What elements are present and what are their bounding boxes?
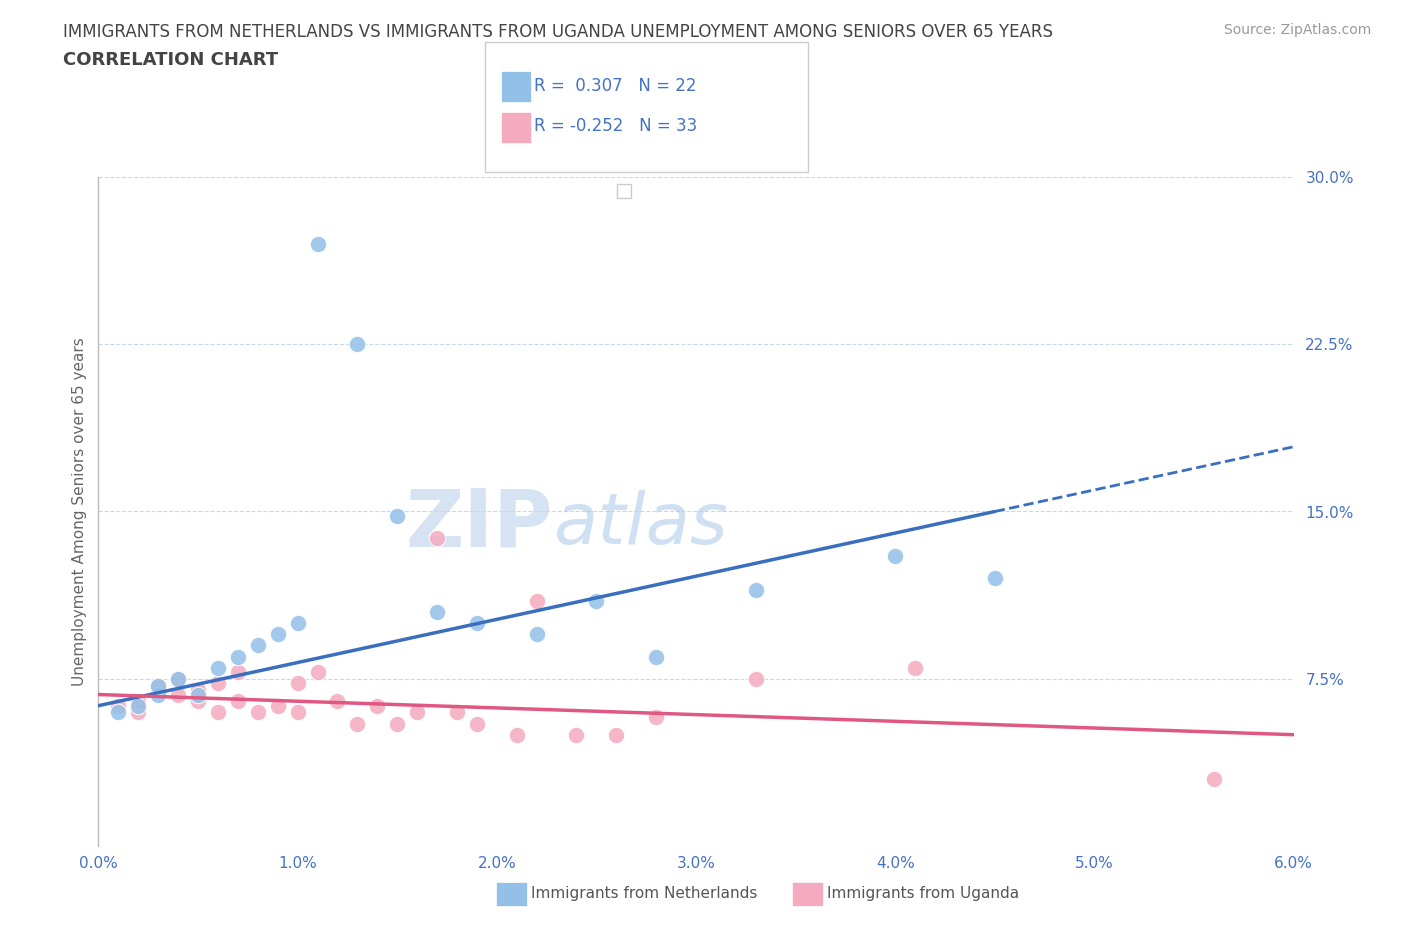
Point xyxy=(167,671,190,686)
Point xyxy=(1202,772,1225,787)
Point xyxy=(267,698,290,713)
Point xyxy=(745,671,768,686)
Point xyxy=(287,676,309,691)
Point xyxy=(645,649,668,664)
Point xyxy=(605,727,627,742)
Point xyxy=(366,698,388,713)
Point xyxy=(226,665,249,680)
Point xyxy=(127,694,149,709)
Text: Immigrants from Uganda: Immigrants from Uganda xyxy=(827,886,1019,901)
Text: R = -0.252   N = 33: R = -0.252 N = 33 xyxy=(534,117,697,136)
Text: R =  0.307   N = 22: R = 0.307 N = 22 xyxy=(534,76,697,95)
Point xyxy=(127,698,149,713)
Point xyxy=(645,710,668,724)
Point xyxy=(406,705,429,720)
Legend:  xyxy=(617,183,631,197)
Point xyxy=(526,627,548,642)
Point xyxy=(385,509,409,524)
Point xyxy=(148,678,170,693)
Point xyxy=(585,593,607,608)
Point xyxy=(187,687,209,702)
Point xyxy=(446,705,468,720)
Point xyxy=(307,665,329,680)
Point xyxy=(745,582,768,597)
Y-axis label: Unemployment Among Seniors over 65 years: Unemployment Among Seniors over 65 years xyxy=(72,338,87,686)
Text: ZIP: ZIP xyxy=(405,485,553,564)
Point xyxy=(287,705,309,720)
Point xyxy=(287,616,309,631)
Point xyxy=(187,694,209,709)
Text: Immigrants from Netherlands: Immigrants from Netherlands xyxy=(531,886,758,901)
Point xyxy=(148,687,170,702)
Point xyxy=(148,678,170,693)
Point xyxy=(207,660,229,675)
Text: Source: ZipAtlas.com: Source: ZipAtlas.com xyxy=(1223,23,1371,37)
Point xyxy=(207,705,229,720)
Text: IMMIGRANTS FROM NETHERLANDS VS IMMIGRANTS FROM UGANDA UNEMPLOYMENT AMONG SENIORS: IMMIGRANTS FROM NETHERLANDS VS IMMIGRANT… xyxy=(63,23,1053,41)
Text: CORRELATION CHART: CORRELATION CHART xyxy=(63,51,278,69)
Point xyxy=(346,337,368,352)
Point xyxy=(267,627,290,642)
Point xyxy=(346,716,368,731)
Point xyxy=(167,671,190,686)
Point xyxy=(226,694,249,709)
Point xyxy=(465,716,488,731)
Point xyxy=(385,716,409,731)
Text: atlas: atlas xyxy=(553,490,727,559)
Point xyxy=(107,698,129,713)
Point xyxy=(107,705,129,720)
Point xyxy=(246,638,269,653)
Point xyxy=(426,604,449,619)
Point xyxy=(526,593,548,608)
Point xyxy=(207,676,229,691)
Point xyxy=(984,571,1007,586)
Point xyxy=(465,616,488,631)
Point xyxy=(307,236,329,251)
Point xyxy=(904,660,927,675)
Point xyxy=(226,649,249,664)
Point xyxy=(127,705,149,720)
Point xyxy=(884,549,907,564)
Point xyxy=(246,705,269,720)
Point xyxy=(326,694,349,709)
Point xyxy=(187,683,209,698)
Point xyxy=(167,687,190,702)
Point xyxy=(426,531,449,546)
Point xyxy=(565,727,588,742)
Point xyxy=(506,727,529,742)
